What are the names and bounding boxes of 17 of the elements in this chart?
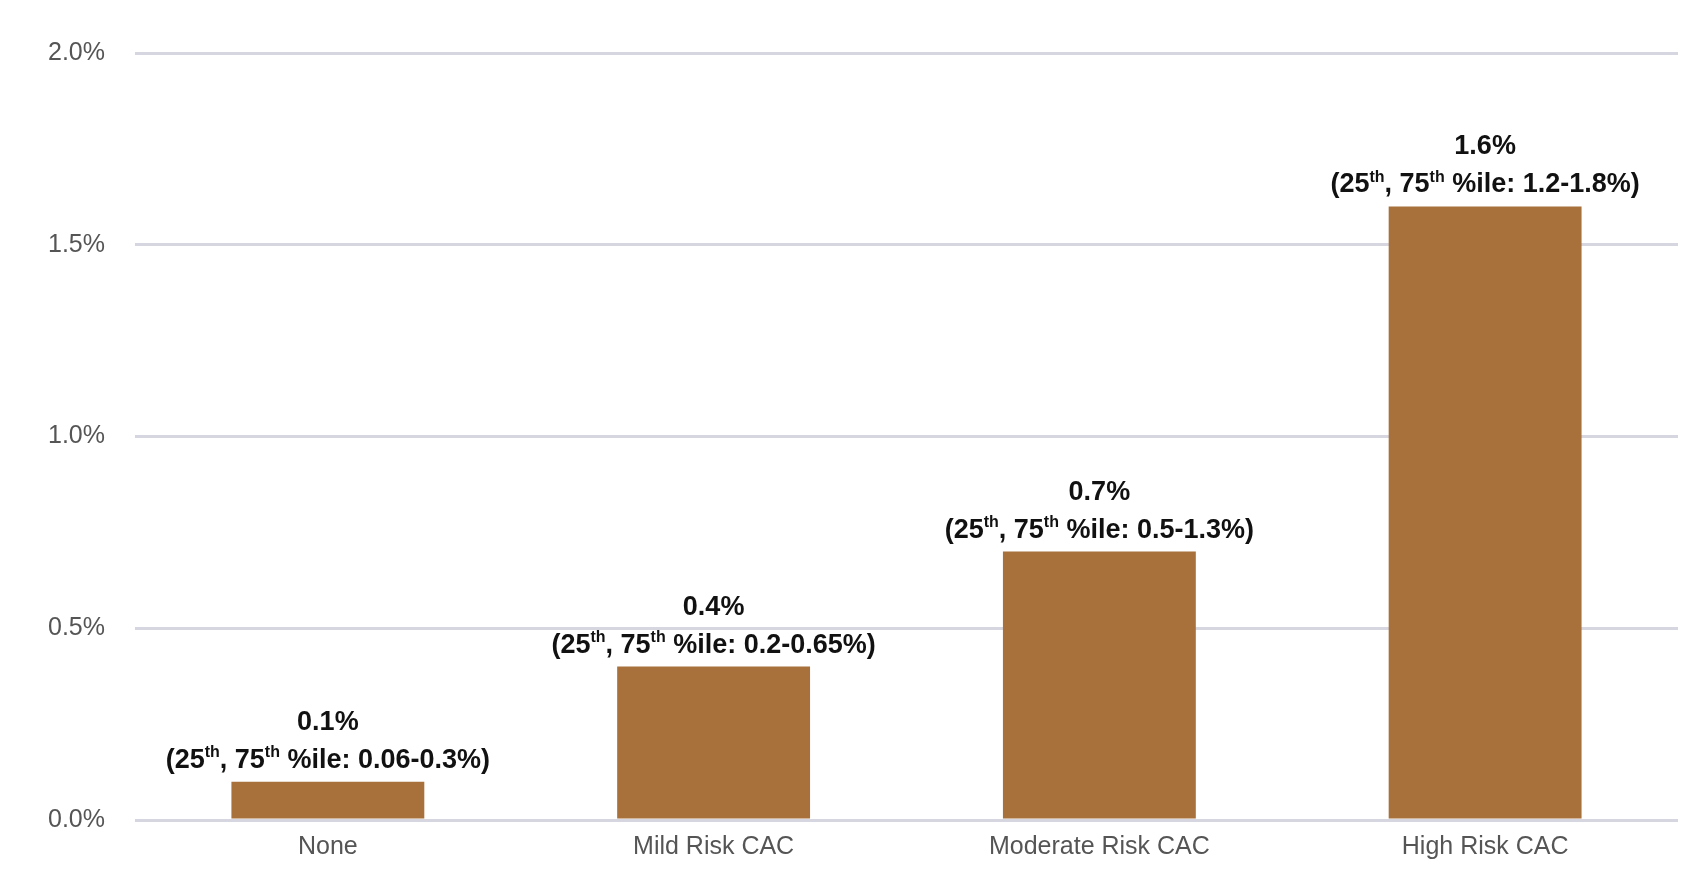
y-tick-label: 0.0% (48, 803, 105, 832)
x-tick-label: None (297, 830, 358, 859)
y-tick-label: 2.0% (48, 36, 105, 65)
bar (231, 781, 425, 819)
x-tick-label: High Risk CAC (1401, 830, 1569, 859)
bar (1388, 206, 1582, 819)
bar (617, 666, 811, 819)
x-tick-label: Mild Risk CAC (633, 830, 795, 859)
y-tick-label: 1.0% (48, 420, 105, 449)
bar (1002, 551, 1196, 819)
data-label: 1.6% (1454, 130, 1516, 161)
x-tick-label: Moderate Risk CAC (988, 830, 1210, 859)
data-label: 0.4% (682, 590, 745, 621)
y-tick-label: 1.5% (48, 228, 105, 257)
y-tick-label: 0.5% (48, 612, 105, 641)
data-label: 0.1% (297, 705, 359, 736)
data-label: 0.7% (1068, 475, 1131, 506)
